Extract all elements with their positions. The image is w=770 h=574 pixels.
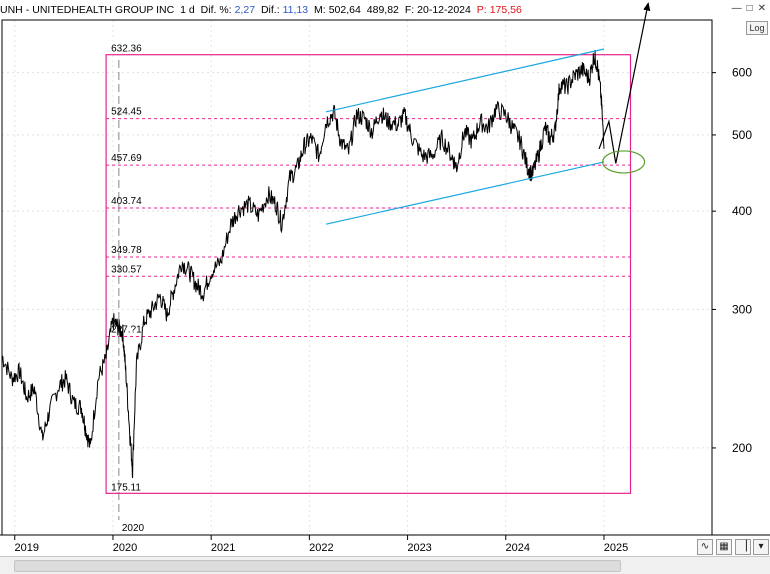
x-tick-label: 2023 <box>407 542 431 554</box>
f-value: 20-12-2024 <box>417 4 471 16</box>
company-name: UNITEDHEALTH GROUP INC <box>32 4 175 16</box>
target-ellipse <box>602 150 646 174</box>
dif-pct-value: 2,27 <box>234 4 256 16</box>
x-tick-label: 2019 <box>15 542 39 554</box>
x-tick-label: 2021 <box>211 542 235 554</box>
grid-layer <box>2 20 712 535</box>
m-value: 502,64 <box>328 4 361 16</box>
y-tick-label: 300 <box>732 302 752 316</box>
save-icon[interactable]: ▦ <box>716 539 732 555</box>
chevron-down-icon[interactable]: ▾ <box>753 539 769 555</box>
y-tick-label: 400 <box>732 204 752 218</box>
wave-tool-button[interactable]: ∿ <box>697 539 713 555</box>
m-label: M: <box>314 4 326 16</box>
maximize-icon[interactable]: □ <box>746 3 753 14</box>
fib-level-label: 403.74 <box>111 196 142 207</box>
bars-tool-button[interactable]: ▕ <box>735 539 751 555</box>
f-label: F: <box>404 4 415 16</box>
interval: 1 d <box>180 4 195 16</box>
dif-pct-label: Dif. %: <box>200 4 232 16</box>
series-layer <box>1 49 605 479</box>
y-tick-label: 600 <box>732 66 752 80</box>
x-tick-label: 2024 <box>506 542 530 554</box>
x-tick-label: 2022 <box>309 542 333 554</box>
fib-level-label: 2?7.?1 <box>111 325 142 336</box>
scrollbar-thumb[interactable] <box>14 560 621 572</box>
fib-high-label: 632.36 <box>111 44 142 55</box>
close-icon[interactable]: ✕ <box>757 3 766 14</box>
fib-level-label: 524.45 <box>111 107 142 118</box>
window-controls: — □ ✕ <box>727 3 766 14</box>
horizontal-scrollbar[interactable] <box>0 556 770 574</box>
chart-header: UNH - UNITEDHEALTH GROUP INC 1 d Dif. %: 2,… <box>0 4 522 16</box>
x-tick-label: 2025 <box>604 542 628 554</box>
log-scale-toggle[interactable]: Log <box>746 21 768 35</box>
m-value-2: 489,82 <box>366 4 399 16</box>
axes-layer: 200 300 400 500 600 2019 2020 2021 2022 2023 2024 2… <box>0 19 770 554</box>
minimize-icon[interactable]: — <box>731 3 742 14</box>
vertical-marker-label: 2020 <box>122 523 145 534</box>
channel-upper-line <box>325 48 605 113</box>
y-tick-label: 500 <box>732 128 752 142</box>
channel-lower-line <box>325 161 605 225</box>
plot-frame <box>1 19 713 536</box>
fib-layer: 2020 632.36 175.11 524.45 457.69 403.74 349.78… <box>105 44 632 534</box>
dif-label: Dif.: <box>260 4 280 16</box>
overlay-layer <box>325 2 651 225</box>
x-tick-label: 2020 <box>113 542 137 554</box>
dif-value: 11,13 <box>282 4 309 16</box>
p-label: P: <box>476 4 487 16</box>
symbol: UNH <box>0 4 23 16</box>
fib-low-label: 175.11 <box>111 482 141 493</box>
p-value: 175,56 <box>489 4 522 16</box>
fib-level-label: 330.57 <box>111 264 142 275</box>
y-tick-label: 200 <box>732 441 752 455</box>
projection-path <box>598 2 651 164</box>
fib-box <box>105 54 632 494</box>
fib-level-label: 349.78 <box>111 245 142 256</box>
price-line <box>1 49 605 479</box>
fib-level-label: 457.69 <box>111 153 142 164</box>
